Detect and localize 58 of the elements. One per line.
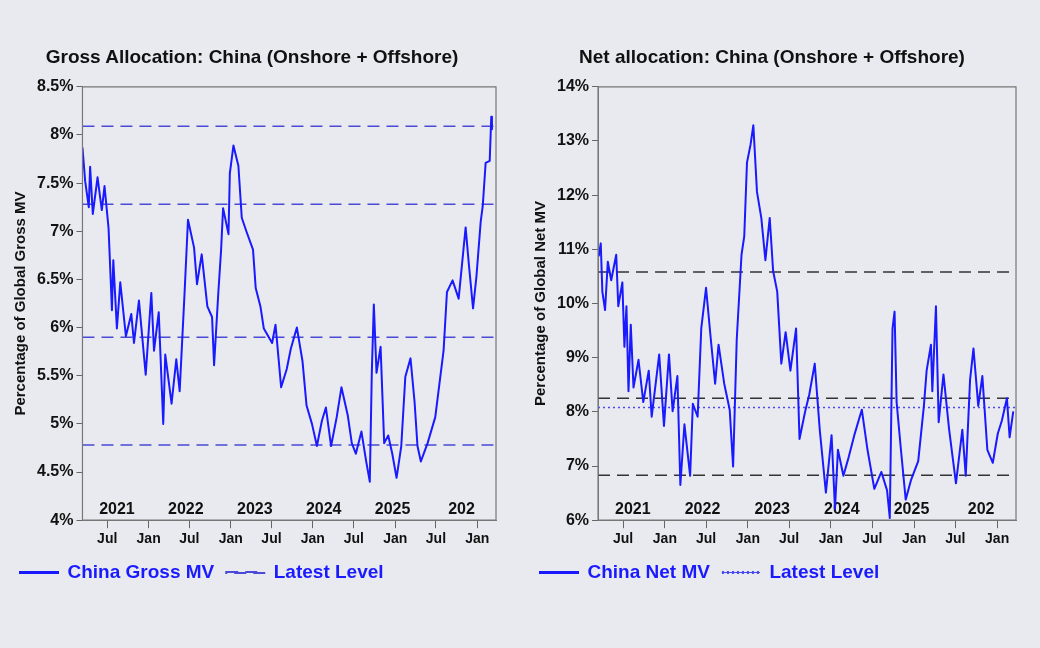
x-tick-label: Jul [778,530,800,547]
y-tick-label: 4% [50,510,74,528]
y-tick-label: 7.5% [37,173,74,191]
y-tick-label: 14% [556,77,590,95]
annotation: 2021 [99,499,135,517]
annotation: 2025 [374,499,411,517]
annotation: 202 [448,499,475,517]
y-tick-label: 8.5% [37,77,74,95]
y-tick-label: 10% [556,293,590,311]
x-tick-label: Jan [300,530,325,547]
chart-title: Gross Allocation: China (Onshore + Offshore) [45,45,459,67]
y-tick-label: 11% [557,239,590,257]
x-tick-label: Jan [735,530,760,547]
x-tick-label: Jul [945,530,966,547]
x-tick-label: Jan [652,530,677,547]
y-tick-label: 8% [50,125,74,143]
annotation: 2022 [168,499,204,517]
annotation: 202 [967,499,995,517]
y-axis-title: Percentage of Global Net MV [531,200,549,407]
x-tick-label: Jul [343,530,364,547]
y-tick-label: 6.5% [37,269,74,287]
x-tick-label: Jan [383,530,408,547]
y-axis-title: Percentage of Global Gross MV [11,191,29,416]
legend-label: Latest Level [769,560,880,582]
x-tick-label: Jul [97,530,118,547]
legend-label: Latest Level [273,560,384,582]
annotation: 2025 [893,499,930,517]
x-tick-label: Jan [465,530,490,547]
y-tick-label: 9% [565,348,590,366]
annotation: 2023 [236,499,273,517]
y-tick-label: 7% [50,221,74,239]
y-tick-label: 8% [565,402,590,420]
y-tick-label: 13% [556,131,590,149]
x-tick-label: Jul [261,530,282,547]
chart-title: Net allocation: China (Onshore + Offshore) [579,45,965,67]
annotation: 2021 [615,499,651,517]
legend-label: China Net MV [587,560,711,582]
x-tick-label: Jan [818,530,843,547]
y-tick-label: 6% [50,317,74,335]
x-tick-label: Jan [136,530,161,547]
annotation: 2022 [684,499,721,517]
x-tick-label: Jan [902,530,927,547]
x-tick-label: Jul [695,530,717,547]
y-tick-label: 4.5% [37,462,74,480]
x-tick-label: Jan [985,530,1010,547]
y-tick-label: 7% [565,456,590,474]
y-tick-label: 5% [50,414,74,432]
annotation: 2024 [305,499,342,517]
x-tick-label: Jul [612,530,634,547]
x-tick-label: Jul [425,530,447,547]
y-tick-label: 6% [565,510,590,528]
legend-label: China Gross MV [67,560,215,582]
y-tick-label: 12% [556,185,590,203]
x-tick-label: Jul [179,530,200,547]
annotation: 2023 [754,499,791,517]
y-tick-label: 5.5% [37,366,74,384]
x-tick-label: Jul [862,530,883,547]
x-tick-label: Jan [218,530,243,547]
